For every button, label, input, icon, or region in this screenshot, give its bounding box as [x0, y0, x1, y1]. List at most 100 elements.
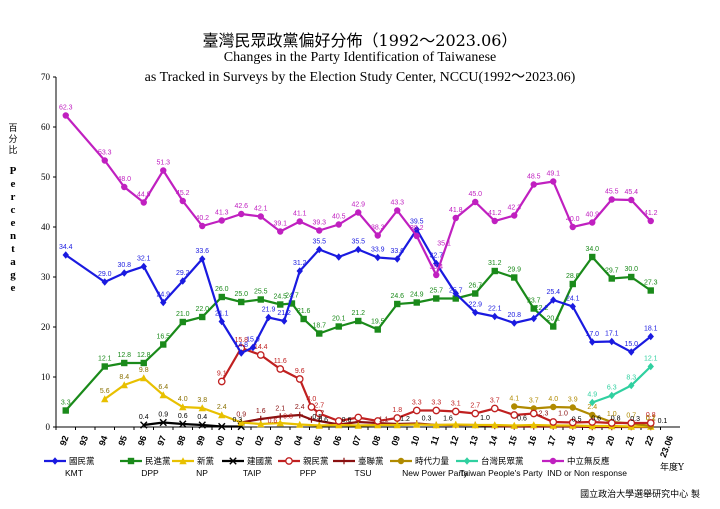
data-point-ind-or-non-response	[160, 167, 167, 174]
data-label-kmt: 17.1	[605, 331, 619, 338]
data-label-tsu: 2.1	[275, 406, 285, 413]
x-tick-label: 16	[526, 434, 539, 447]
data-label-np: 2.4	[217, 404, 227, 411]
legend: 國民黨 KMT 民進黨 DPP 新黨 NP 建國黨 TAIP 親民黨 PFP 臺聯黨 TSU 時代力量 N…	[44, 456, 627, 478]
data-point-dpp	[647, 287, 654, 294]
data-point-tsu	[277, 413, 284, 420]
data-point-dpp	[413, 299, 420, 306]
x-tick-label: 15	[506, 434, 519, 447]
data-label-small: 0.5	[572, 417, 582, 424]
data-point-kmt	[265, 313, 272, 322]
data-point-ind-or-non-response	[647, 217, 654, 225]
series-ind-or-non-response: 62.3 53.3 48.0 44.9 51.3 45.2 40.2 41.3 42.6 42.1…	[59, 105, 658, 279]
data-point-np	[491, 421, 499, 429]
legend-marker-kmt	[51, 457, 59, 465]
data-label-ind-or-non-response: 45.5	[605, 189, 619, 196]
data-label-taip: 0.6	[178, 413, 188, 420]
x-tick-label: 11	[428, 434, 441, 446]
data-label-kmt: 29.2	[176, 270, 190, 277]
data-point-taip	[140, 421, 148, 429]
legend-marker-taiwan-people-s-party	[463, 457, 471, 465]
x-tick-label: 95	[116, 434, 129, 447]
data-label-ind-or-non-response: 48.5	[527, 174, 541, 181]
x-tick-label: 22	[643, 434, 656, 447]
legend-item-pfp: 親民黨 PFP	[278, 456, 329, 478]
data-label-kmt: 29.0	[98, 271, 112, 278]
legend-label-en-pfp: PFP	[300, 468, 317, 478]
data-label-dpp: 23.7	[527, 298, 541, 305]
data-point-pfp	[471, 409, 480, 418]
data-point-ind-or-non-response	[121, 183, 128, 191]
data-point-kmt	[550, 296, 557, 304]
x-tick-label: 06	[331, 434, 344, 447]
y-axis-label-zh: 百分比	[8, 124, 18, 156]
data-label-pfp: 3.7	[490, 398, 500, 405]
legend-label-zh-dpp: 民進黨	[145, 456, 171, 466]
data-label-kmt: 25.4	[546, 289, 560, 296]
data-point-ind-or-non-response	[238, 210, 245, 218]
data-label-ind-or-non-response: 39.1	[273, 221, 287, 228]
data-label-kmt: 34.4	[59, 244, 73, 251]
data-label-ind-or-non-response: 51.3	[156, 160, 170, 167]
data-label-kmt: 35.5	[312, 239, 326, 246]
data-point-np	[101, 395, 109, 403]
data-point-dpp	[433, 295, 440, 302]
y-tick-label: 20	[41, 322, 51, 332]
data-label-ind-or-non-response: 41.2	[488, 210, 502, 217]
data-point-pfp	[549, 418, 558, 426]
data-point-kmt	[569, 302, 576, 311]
data-point-ind-or-non-response	[394, 207, 401, 214]
data-point-np	[140, 374, 148, 382]
data-point-dpp	[257, 296, 264, 303]
data-point-pfp	[510, 411, 519, 419]
x-tick-label: 17	[545, 434, 558, 447]
data-label-dpp: 26.0	[215, 286, 229, 293]
data-point-pfp	[529, 409, 538, 418]
x-tick-label: 10	[409, 434, 422, 447]
data-label-dpp: 24.6	[390, 293, 404, 300]
data-label-small: 0.8	[611, 416, 621, 423]
data-point-dpp	[530, 305, 537, 312]
data-label-dpp: 12.1	[98, 356, 112, 363]
x-tick-label: 23.06	[658, 434, 675, 459]
data-label-ind-or-non-response: 53.3	[98, 150, 112, 157]
legend-item-tsu: 臺聯黨 TSU	[333, 456, 384, 478]
data-label-ind-or-non-response: 43.3	[390, 200, 404, 207]
x-tick-label: 94	[97, 434, 110, 447]
data-point-taip	[159, 418, 167, 427]
data-label-dpp: 25.7	[429, 288, 443, 295]
data-point-pfp	[627, 419, 636, 427]
legend-marker-dpp	[127, 457, 135, 465]
data-point-kmt	[335, 253, 342, 261]
data-label-dpp: 25.0	[234, 291, 248, 298]
legend-marker-np	[179, 457, 187, 465]
data-label-ind-or-non-response: 45.0	[468, 191, 482, 198]
data-point-kmt	[530, 314, 537, 323]
data-label-kmt: 21.9	[262, 307, 276, 314]
data-point-taiwan-people-s-party	[589, 398, 596, 407]
data-label-kmt: 17.0	[585, 331, 599, 338]
legend-label-zh-new-power-party: 時代力量	[415, 456, 450, 466]
chart-title: 臺灣民眾政黨偏好分佈（1992～2023.06）	[202, 31, 518, 50]
data-point-ind-or-non-response	[608, 196, 615, 203]
data-point-kmt	[296, 267, 303, 275]
data-point-taiwan-people-s-party	[647, 362, 654, 371]
data-point-np	[432, 421, 440, 429]
data-label-ind-or-non-response: 41.2	[644, 210, 658, 217]
data-point-new-power-party	[569, 404, 576, 411]
data-point-ind-or-non-response	[413, 232, 420, 240]
data-point-dpp	[355, 317, 362, 325]
data-label-ind-or-non-response: 42.3	[507, 205, 521, 212]
data-label-ind-or-non-response: 41.3	[215, 210, 229, 217]
data-label-kmt: 15.0	[624, 341, 638, 348]
data-point-ind-or-non-response	[62, 112, 69, 119]
legend-label-en-tsu: TSU	[355, 468, 372, 478]
data-point-np	[510, 421, 518, 429]
data-label-taiwan-people-s-party: 8.3	[626, 375, 636, 382]
data-point-dpp	[335, 323, 342, 330]
data-label-taip: 0.4	[197, 414, 207, 421]
data-label-kmt: 22.1	[488, 306, 502, 313]
data-label-new-power-party: 4.0	[548, 396, 558, 403]
data-point-pfp	[432, 406, 441, 415]
